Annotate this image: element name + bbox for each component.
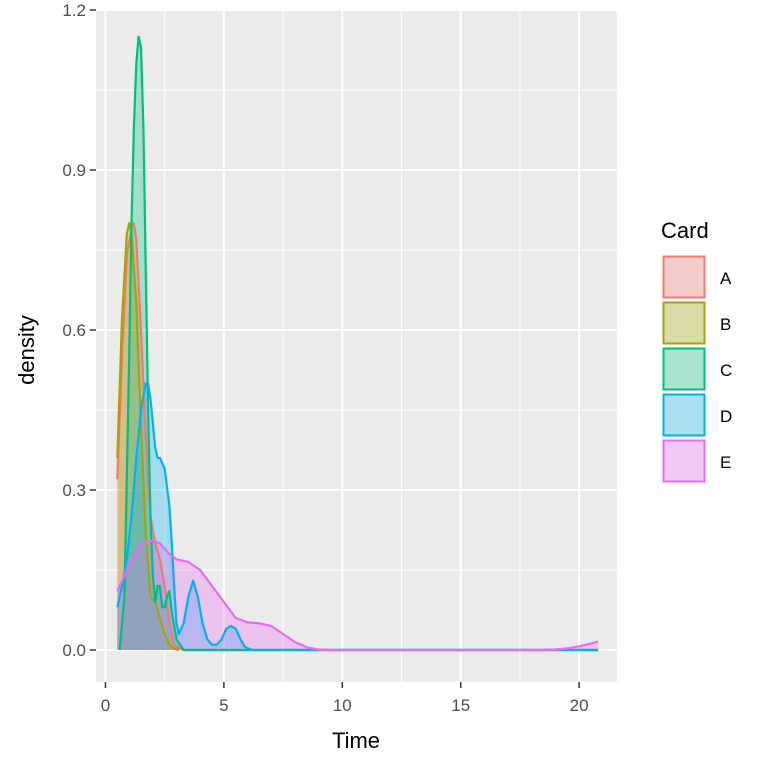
density-area-D	[117, 383, 599, 650]
y-tick-label: 0.6	[62, 321, 86, 340]
legend-title: Card	[661, 218, 709, 243]
density-line-E	[116, 539, 599, 652]
legend-key-bg-B	[663, 302, 705, 344]
density-lines	[116, 35, 599, 652]
density-line-A	[116, 222, 184, 652]
x-axis-title: Time	[332, 728, 380, 753]
legend-key-E	[662, 439, 706, 483]
legend-key-bg-C	[663, 348, 705, 390]
legend-key-B	[662, 301, 706, 345]
y-axis-title: density	[14, 315, 39, 385]
legend-key-bg-A	[663, 256, 705, 298]
density-area-E	[117, 540, 599, 650]
density-areas	[117, 36, 599, 651]
x-tick-label: 15	[451, 696, 470, 715]
density-line-D	[116, 382, 599, 652]
y-tick-label: 0.0	[62, 641, 86, 660]
legend-key-A	[662, 255, 706, 299]
x-tick-label: 5	[219, 696, 228, 715]
density-line-C	[118, 35, 599, 652]
legend-key-bg-E	[663, 440, 705, 482]
y-tick-label: 0.3	[62, 481, 86, 500]
y-tick-label: 0.9	[62, 161, 86, 180]
y-axis: 0.0 0.3 0.6 0.9 1.2	[62, 1, 96, 660]
x-tick-label: 10	[333, 696, 352, 715]
legend-label-E: E	[720, 453, 731, 472]
x-tick-label: 0	[101, 696, 110, 715]
y-tick-label: 1.2	[62, 1, 86, 20]
legend-key-D	[662, 393, 706, 437]
legend-label-A: A	[720, 269, 732, 288]
x-tick-label: 20	[570, 696, 589, 715]
legend-label-B: B	[720, 315, 731, 334]
legend: Card A B C D E	[661, 218, 732, 483]
legend-key-bg-D	[663, 394, 705, 436]
grid-minor	[96, 10, 617, 682]
density-area-B	[117, 223, 179, 651]
legend-label-D: D	[720, 407, 732, 426]
legend-items: A B C D E	[662, 255, 732, 483]
density-area-A	[117, 223, 184, 651]
x-axis: 0 5 10 15 20	[101, 682, 589, 715]
legend-label-C: C	[720, 361, 732, 380]
legend-key-C	[662, 347, 706, 391]
density-line-B	[116, 222, 180, 652]
